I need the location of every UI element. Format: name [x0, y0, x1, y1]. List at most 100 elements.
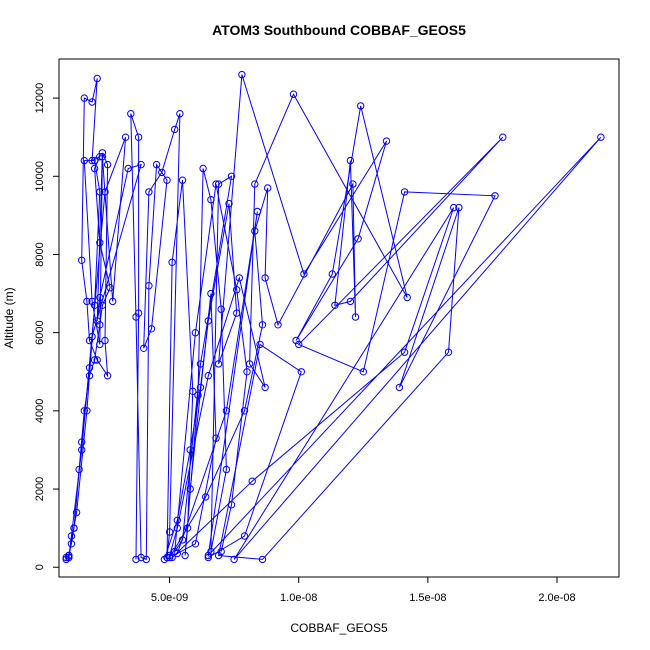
- data-point: [264, 184, 272, 192]
- data-point: [168, 553, 176, 562]
- data-point: [90, 356, 99, 364]
- data-point: [80, 94, 89, 102]
- data-point: [217, 305, 225, 313]
- data-point: [93, 74, 101, 83]
- data-point: [261, 383, 269, 392]
- data-point: [359, 368, 367, 376]
- data-point: [491, 192, 499, 200]
- data-point: [204, 372, 213, 380]
- data-point: [142, 555, 151, 564]
- data-point: [132, 555, 140, 564]
- data-point: [233, 309, 241, 317]
- data-point: [230, 555, 238, 564]
- data-point: [96, 153, 104, 161]
- data-point: [297, 368, 305, 376]
- data-point: [140, 344, 148, 352]
- data-point: [80, 156, 89, 165]
- data-point: [78, 256, 86, 264]
- data-point: [132, 313, 140, 321]
- data-point: [202, 493, 210, 501]
- data-point: [346, 156, 355, 165]
- y-tick-label: 6000: [34, 320, 46, 344]
- data-point: [248, 477, 256, 485]
- data-point: [194, 391, 202, 399]
- data-point: [199, 164, 207, 173]
- data-point: [243, 368, 251, 376]
- data-point: [212, 434, 220, 442]
- data-point: [173, 516, 182, 524]
- data-point: [93, 356, 101, 364]
- data-point: [499, 133, 507, 141]
- data-point: [204, 551, 213, 560]
- data-point: [245, 360, 254, 368]
- y-tick-label: 10000: [34, 161, 46, 192]
- data-point: [98, 301, 107, 309]
- data-point: [145, 188, 153, 196]
- data-point: [96, 340, 104, 349]
- data-point: [103, 372, 112, 380]
- data-point: [65, 551, 73, 560]
- data-point: [403, 293, 411, 302]
- y-axis-label: Altitude (m): [2, 287, 16, 348]
- data-point: [181, 551, 189, 560]
- data-point: [295, 340, 303, 349]
- data-series: [127, 110, 251, 564]
- data-point: [214, 360, 223, 368]
- data-point: [88, 297, 96, 306]
- data-point: [101, 336, 109, 345]
- data-series: [65, 133, 130, 562]
- data-point: [67, 532, 76, 540]
- x-tick-label: 5.0e-09: [151, 592, 188, 604]
- y-tick-label: 2000: [34, 477, 46, 501]
- data-point: [101, 188, 109, 196]
- data-point: [165, 551, 174, 560]
- data-point: [163, 176, 171, 184]
- data-point: [109, 297, 117, 306]
- data-point: [186, 485, 194, 493]
- y-tick-label: 0: [34, 564, 46, 570]
- data-point: [83, 297, 91, 306]
- series-layer: [62, 70, 605, 564]
- data-point: [191, 329, 200, 337]
- data-series: [165, 133, 507, 564]
- data-point: [227, 172, 236, 181]
- x-tick-label: 1.0e-08: [280, 592, 317, 604]
- data-point: [176, 110, 184, 118]
- data-point: [80, 407, 89, 415]
- data-point: [251, 180, 259, 188]
- series-line: [171, 136, 602, 560]
- data-point: [178, 176, 187, 184]
- data-point: [235, 274, 244, 282]
- data-point: [258, 555, 267, 564]
- data-point: [145, 282, 153, 290]
- data-point: [90, 156, 99, 165]
- data-point: [354, 235, 362, 243]
- data-point: [240, 532, 249, 540]
- data-point: [400, 188, 409, 196]
- data-point: [147, 325, 156, 333]
- data-point: [346, 297, 355, 306]
- data-point: [168, 258, 176, 266]
- data-point: [351, 313, 360, 321]
- data-point: [349, 180, 357, 188]
- data-point: [165, 528, 174, 536]
- data-point: [328, 270, 336, 278]
- data-point: [261, 274, 269, 282]
- y-tick-label: 8000: [34, 242, 46, 266]
- data-point: [214, 551, 223, 560]
- data-point: [222, 407, 231, 415]
- data-point: [160, 555, 169, 564]
- data-point: [72, 508, 81, 517]
- series-line: [68, 137, 127, 558]
- data-point: [238, 70, 246, 79]
- data-point: [85, 336, 94, 345]
- data-point: [134, 309, 143, 317]
- data-point: [152, 160, 161, 169]
- data-point: [78, 446, 86, 454]
- data-point: [331, 301, 339, 309]
- data-point: [400, 348, 409, 356]
- data-point: [137, 553, 145, 562]
- data-point: [207, 547, 215, 556]
- x-axis-label: COBBAF_GEOS5: [290, 621, 388, 635]
